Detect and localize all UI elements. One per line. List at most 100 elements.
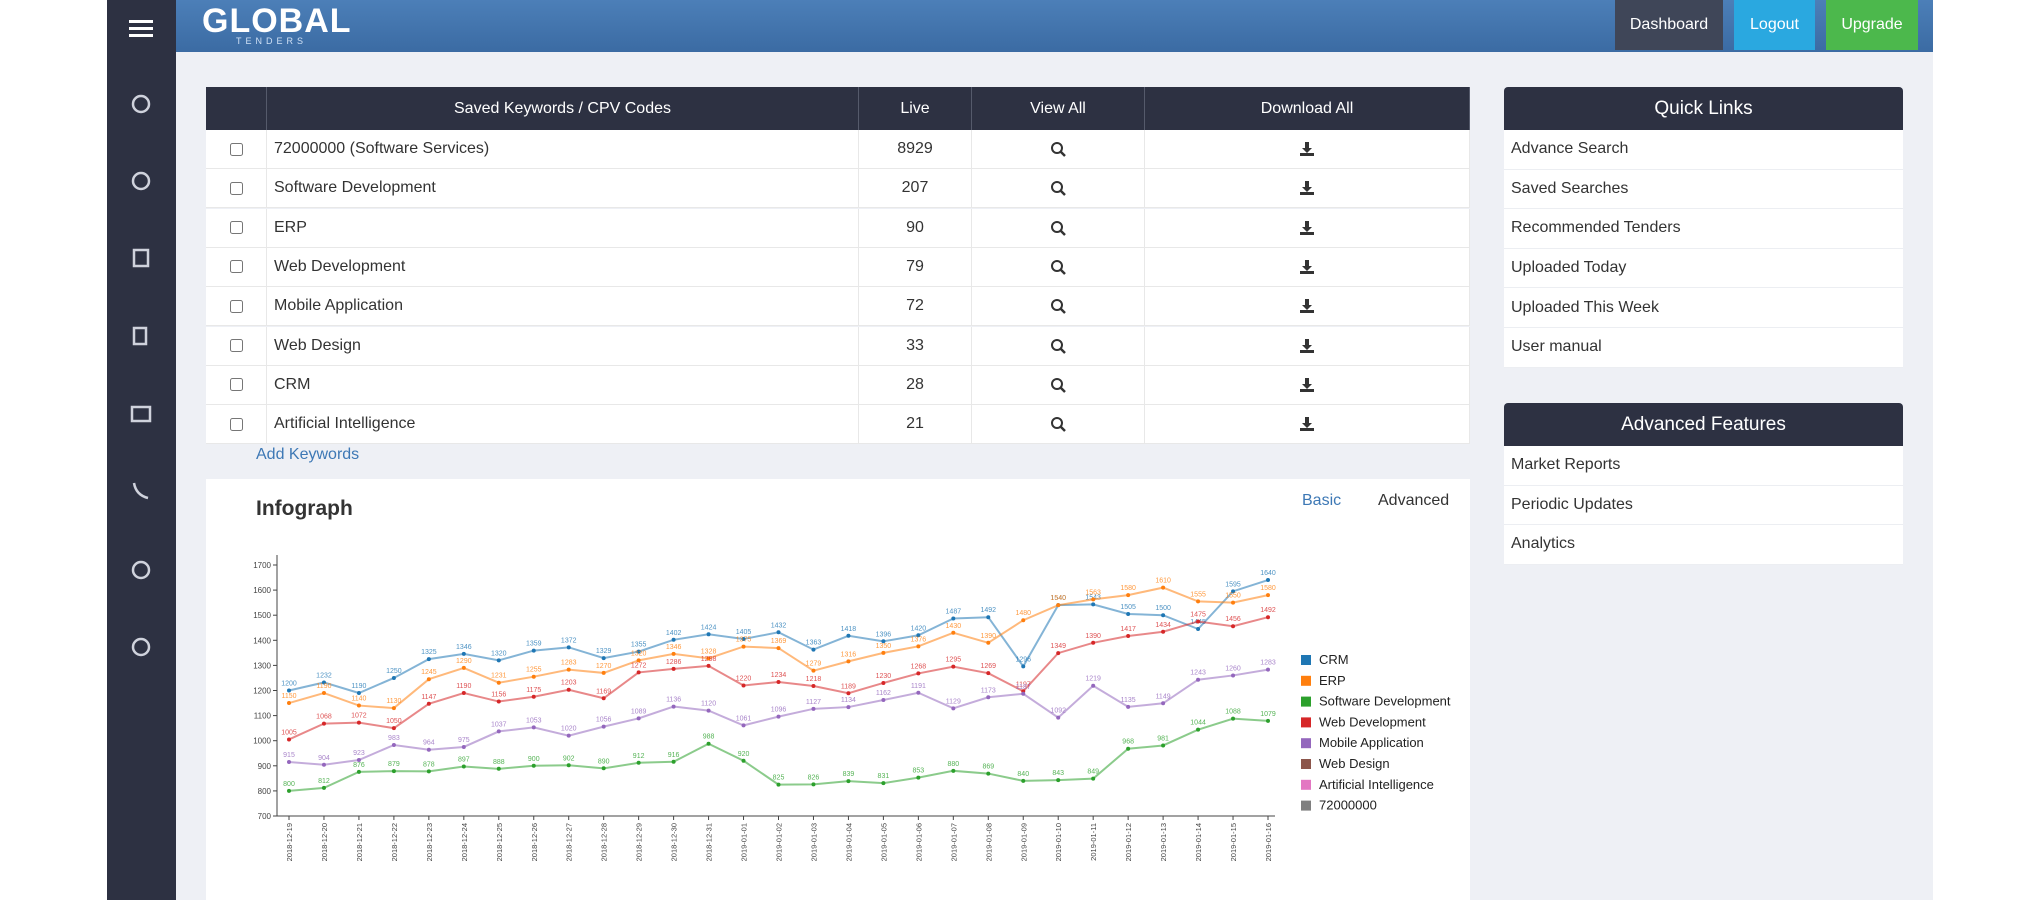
logo: GLOBAL — [202, 2, 352, 40]
handle — [1059, 307, 1066, 315]
column-header: Live — [859, 87, 972, 130]
handle — [1059, 189, 1066, 197]
live-count: 72 — [859, 287, 972, 327]
search-icon[interactable] — [1050, 298, 1066, 315]
download-icon[interactable] — [1299, 377, 1315, 393]
live-count: 207 — [859, 169, 972, 209]
arrow — [1302, 220, 1312, 232]
download-icon[interactable] — [1299, 141, 1315, 157]
arrow — [1302, 142, 1312, 153]
row-checkbox[interactable] — [230, 221, 243, 235]
checkbox-cell — [206, 247, 267, 287]
search-icon[interactable] — [1050, 377, 1066, 393]
keyword: Web Development — [267, 247, 859, 287]
search-icon[interactable] — [1050, 220, 1066, 236]
checkbox-cell — [206, 287, 267, 327]
view-cell — [972, 169, 1145, 209]
infograph-title: Infograph — [256, 497, 353, 520]
checkbox-cell — [206, 365, 267, 405]
tray — [1300, 388, 1314, 392]
column-header: Saved Keywords / CPV Codes — [267, 87, 859, 130]
arrow — [1302, 417, 1312, 429]
view-cell — [972, 405, 1145, 445]
lens — [1051, 259, 1063, 272]
lens — [1051, 299, 1063, 312]
checkbox-cell — [206, 169, 267, 209]
lens — [1051, 377, 1063, 390]
row-checkbox[interactable] — [230, 339, 243, 352]
column-header: Download All — [1145, 87, 1470, 130]
download-cell — [1145, 169, 1470, 209]
tray — [1300, 428, 1314, 432]
download-icon[interactable] — [1299, 298, 1315, 314]
column-header: View All — [972, 87, 1145, 130]
download-icon[interactable] — [1299, 338, 1315, 354]
keyword: 72000000 (Software Services) — [267, 130, 859, 169]
checkbox-cell — [206, 405, 267, 445]
download-cell — [1145, 326, 1470, 366]
panel-link[interactable]: Advance Search — [1504, 130, 1903, 170]
download-icon[interactable] — [1299, 416, 1315, 432]
tray — [1300, 153, 1314, 156]
search-icon[interactable] — [1050, 141, 1066, 157]
panel-link[interactable]: Periodic Updates — [1504, 485, 1903, 526]
row-checkbox[interactable] — [230, 378, 243, 392]
keyword: Mobile Application — [267, 287, 859, 327]
view-cell — [972, 247, 1145, 287]
download-icon[interactable] — [1299, 220, 1315, 236]
header-cell — [206, 87, 267, 130]
live-count: 8929 — [859, 130, 972, 169]
download-cell — [1145, 405, 1470, 445]
panel-link[interactable]: User manual — [1504, 327, 1903, 368]
panel-link[interactable]: Saved Searches — [1504, 169, 1903, 210]
advanced-features: Advanced Features Market Reports Periodic … — [1504, 403, 1903, 565]
search-icon[interactable] — [1050, 338, 1066, 354]
advanced-tab[interactable]: Advanced — [1378, 492, 1450, 509]
search-icon[interactable] — [1050, 259, 1066, 275]
tray — [1300, 270, 1314, 274]
panel-link[interactable]: Recommended Tenders — [1504, 209, 1903, 249]
search-icon[interactable] — [1050, 180, 1066, 197]
lens — [1051, 417, 1063, 430]
sidebar-icons — [129, 20, 153, 657]
tray — [1300, 310, 1314, 314]
keyword: Software Development — [267, 169, 859, 209]
view-cell — [972, 130, 1145, 169]
panel-link[interactable]: Analytics — [1504, 525, 1903, 565]
panel-link[interactable]: Market Reports — [1504, 446, 1903, 486]
upgrade-button[interactable]: Upgrade — [1826, 0, 1918, 50]
keyword: Web Design — [267, 326, 859, 366]
checkbox-cell — [206, 208, 267, 248]
row-checkbox[interactable] — [230, 260, 243, 274]
view-cell — [972, 287, 1145, 327]
logout-button[interactable]: Logout — [1734, 0, 1815, 50]
download-cell — [1145, 287, 1470, 327]
row-checkbox[interactable] — [230, 181, 243, 195]
basic-tab[interactable]: Basic — [1302, 492, 1342, 509]
arrow — [1302, 181, 1312, 193]
row-checkbox[interactable] — [230, 417, 243, 431]
view-cell — [972, 208, 1145, 248]
live-count: 28 — [859, 365, 972, 405]
row-checkbox[interactable] — [230, 299, 243, 313]
row-checkbox[interactable] — [230, 142, 243, 156]
lens — [1051, 181, 1063, 194]
handle — [1059, 425, 1066, 432]
search-icon[interactable] — [1050, 416, 1066, 432]
view-cell — [972, 365, 1145, 405]
lens — [1051, 338, 1063, 351]
panel-link[interactable]: Uploaded This Week — [1504, 288, 1903, 328]
download-icon[interactable] — [1299, 180, 1315, 196]
arrow — [1302, 259, 1312, 271]
keyword: Artificial Intelligence — [267, 405, 859, 445]
live-count: 33 — [859, 326, 972, 366]
panel-title: Quick Links — [1504, 87, 1903, 130]
download-icon[interactable] — [1299, 259, 1315, 275]
download-cell — [1145, 365, 1470, 405]
arrow — [1302, 377, 1312, 389]
add-keywords-link[interactable]: Add Keywords — [256, 446, 360, 463]
dashboard-button[interactable]: Dashboard — [1615, 0, 1723, 50]
lens — [1051, 220, 1063, 233]
panel-link[interactable]: Uploaded Today — [1504, 248, 1903, 289]
